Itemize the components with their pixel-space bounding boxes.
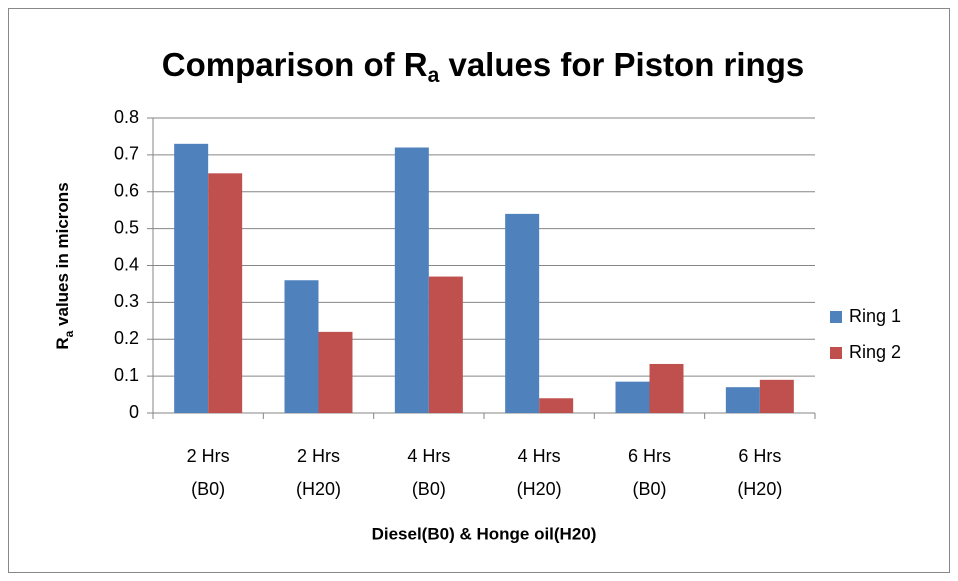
legend-label: Ring 1 (849, 306, 901, 326)
x-tick-label: 4 Hrs (B0) (407, 446, 450, 499)
y-tick-label: 0.4 (114, 254, 139, 274)
y-tick-label: 0.7 (114, 144, 139, 164)
y-title-subscript: a (62, 330, 76, 337)
x-tick-label: 6 Hrs (B0) (628, 446, 671, 499)
legend-swatch (830, 311, 842, 323)
bar (649, 363, 684, 413)
bar (428, 276, 463, 413)
y-tick-label: 0.5 (114, 217, 139, 237)
x-tick-label-line: (B0) (632, 479, 666, 499)
x-tick-label-line: 2 Hrs (297, 446, 340, 466)
bar (539, 398, 574, 413)
chart-title: Comparison of Ra values for Piston rings (162, 46, 804, 87)
x-tick-label: 6 Hrs (H20) (737, 446, 782, 499)
y-tick-label: 0.6 (114, 181, 139, 201)
bar (284, 280, 319, 413)
y-tick-label: 0.2 (114, 328, 139, 348)
y-tick-label: 0.1 (114, 365, 139, 385)
bar (208, 173, 243, 413)
x-tick-label-line: 2 Hrs (187, 446, 230, 466)
x-tick-label-line: (B0) (412, 479, 446, 499)
title-subscript: a (428, 64, 440, 87)
bar (174, 143, 209, 413)
bar (505, 213, 540, 413)
legend-label: Ring 2 (849, 342, 901, 362)
y-title-part: values in microns (53, 182, 72, 330)
x-tick-label-line: 6 Hrs (738, 446, 781, 466)
x-tick-label: 4 Hrs (H20) (517, 446, 562, 499)
bar (318, 331, 353, 413)
x-tick-label-line: 4 Hrs (518, 446, 561, 466)
bar (615, 381, 650, 413)
x-tick-label-line: 4 Hrs (407, 446, 450, 466)
x-tick-label-line: (H20) (296, 479, 341, 499)
x-tick-label: 2 Hrs (H20) (296, 446, 341, 499)
x-tick-label: 2 Hrs (B0) (187, 446, 230, 499)
x-tick-label-line: (H20) (517, 479, 562, 499)
y-axis-title: Ra values in microns (53, 182, 76, 349)
bar (725, 387, 760, 413)
y-tick-label: 0.3 (114, 291, 139, 311)
title-part: Comparison of R (162, 46, 428, 83)
chart-border (8, 8, 950, 573)
bar (394, 147, 429, 413)
x-tick-label-line: (H20) (737, 479, 782, 499)
y-tick-label: 0 (129, 402, 139, 422)
y-title-part: R (53, 337, 72, 349)
y-tick-label: 0.8 (114, 107, 139, 127)
title-part: values for Piston rings (439, 46, 804, 83)
x-tick-label-line: 6 Hrs (628, 446, 671, 466)
x-tick-label-line: (B0) (191, 479, 225, 499)
legend-swatch (830, 347, 842, 359)
x-axis-title: Diesel(B0) & Honge oil(H20) (372, 524, 597, 543)
bar (759, 379, 794, 413)
